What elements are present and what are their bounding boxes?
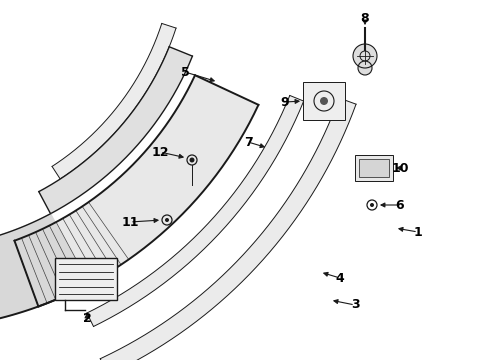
Text: 4: 4	[336, 271, 344, 284]
FancyBboxPatch shape	[359, 159, 389, 177]
Text: 7: 7	[244, 135, 252, 149]
Circle shape	[370, 203, 374, 207]
Circle shape	[320, 97, 328, 105]
Circle shape	[165, 218, 169, 222]
Text: 9: 9	[281, 95, 289, 108]
Text: 2: 2	[83, 311, 91, 324]
Circle shape	[358, 61, 372, 75]
Text: 6: 6	[396, 198, 404, 212]
Polygon shape	[52, 23, 176, 179]
FancyBboxPatch shape	[55, 258, 117, 300]
Text: 3: 3	[351, 298, 359, 311]
Circle shape	[190, 158, 195, 162]
Text: 12: 12	[151, 145, 169, 158]
FancyBboxPatch shape	[303, 82, 345, 120]
Text: 11: 11	[121, 216, 139, 229]
Text: 1: 1	[414, 225, 422, 239]
FancyBboxPatch shape	[355, 155, 393, 181]
Polygon shape	[39, 47, 193, 214]
Polygon shape	[14, 75, 258, 306]
Polygon shape	[100, 98, 356, 360]
Circle shape	[353, 44, 377, 68]
Polygon shape	[87, 95, 304, 327]
Text: 8: 8	[361, 12, 369, 24]
Text: 10: 10	[391, 162, 409, 175]
Text: 5: 5	[181, 66, 189, 78]
Polygon shape	[0, 214, 88, 324]
